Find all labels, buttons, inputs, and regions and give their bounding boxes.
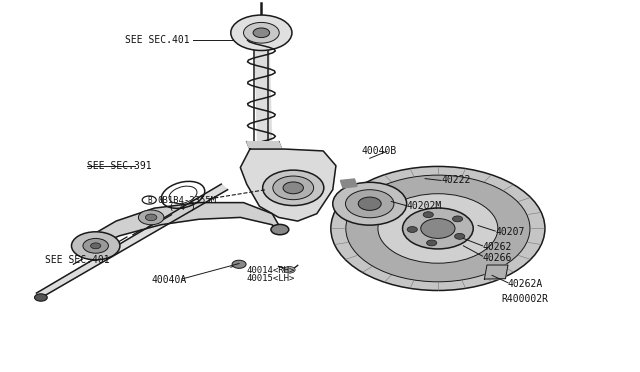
Circle shape xyxy=(232,260,246,268)
Circle shape xyxy=(331,166,545,291)
Text: 40262: 40262 xyxy=(483,242,512,252)
Circle shape xyxy=(271,224,289,235)
Circle shape xyxy=(253,28,269,38)
Circle shape xyxy=(403,208,473,249)
Circle shape xyxy=(72,232,120,260)
Text: SEE SEC.391: SEE SEC.391 xyxy=(88,161,152,171)
Circle shape xyxy=(35,294,47,301)
Circle shape xyxy=(346,190,394,218)
Polygon shape xyxy=(254,18,271,144)
Circle shape xyxy=(358,197,381,211)
Text: SEE SEC.401: SEE SEC.401 xyxy=(125,35,189,45)
Text: 40266: 40266 xyxy=(483,253,512,263)
Circle shape xyxy=(454,233,465,239)
Text: 40040B: 40040B xyxy=(362,146,397,156)
Circle shape xyxy=(427,240,436,246)
Text: 40040A: 40040A xyxy=(151,275,186,285)
Circle shape xyxy=(420,218,455,238)
Circle shape xyxy=(346,175,530,282)
Polygon shape xyxy=(340,179,357,188)
Circle shape xyxy=(407,227,417,232)
Circle shape xyxy=(231,15,292,51)
Circle shape xyxy=(378,194,498,263)
Circle shape xyxy=(333,182,406,225)
Text: B: B xyxy=(147,196,152,205)
Circle shape xyxy=(283,182,303,194)
Circle shape xyxy=(423,212,433,218)
Circle shape xyxy=(284,266,295,273)
Circle shape xyxy=(91,243,100,249)
Circle shape xyxy=(262,170,324,206)
Text: 0B1B4-2355M: 0B1B4-2355M xyxy=(157,196,216,205)
Circle shape xyxy=(452,216,463,222)
Text: 40015<LH>: 40015<LH> xyxy=(246,274,295,283)
Text: R400002R: R400002R xyxy=(502,294,548,304)
Text: 40207: 40207 xyxy=(495,227,525,237)
Polygon shape xyxy=(246,142,282,149)
Text: 40202M: 40202M xyxy=(406,201,441,211)
Polygon shape xyxy=(84,203,280,251)
Text: 40222: 40222 xyxy=(441,176,470,186)
Circle shape xyxy=(138,210,164,225)
Text: 40014<RH>: 40014<RH> xyxy=(246,266,295,275)
Circle shape xyxy=(145,214,157,221)
Text: ( 4 ): ( 4 ) xyxy=(157,202,195,212)
Polygon shape xyxy=(484,265,508,279)
Polygon shape xyxy=(241,149,336,221)
Text: SEE SEC.401: SEE SEC.401 xyxy=(45,255,109,265)
Polygon shape xyxy=(36,184,228,299)
Circle shape xyxy=(273,176,314,200)
Circle shape xyxy=(244,22,279,43)
Text: 40262A: 40262A xyxy=(508,279,543,289)
Circle shape xyxy=(83,238,108,253)
